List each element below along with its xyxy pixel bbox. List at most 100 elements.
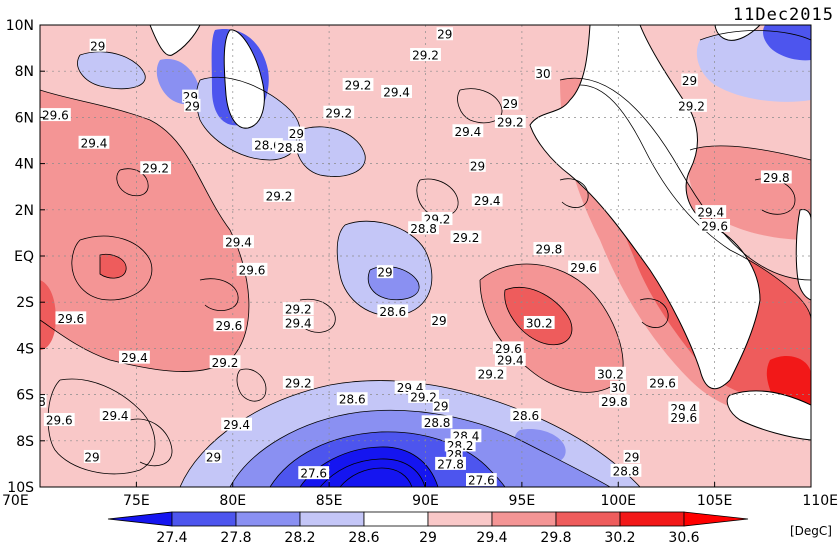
contour-label-bg xyxy=(252,138,283,152)
colorbar-label: 29.8 xyxy=(540,530,571,545)
contour-label-bg xyxy=(436,27,453,41)
contour-label: 29.2 xyxy=(410,390,437,404)
contour-label-bg xyxy=(610,380,627,394)
contour-label: 29 xyxy=(185,99,200,113)
contour-label-bg xyxy=(140,161,172,175)
contour-label: 28.8 xyxy=(424,416,451,430)
lon-label: 70E xyxy=(2,493,29,509)
contour-label: 28.6 xyxy=(512,409,539,423)
contour-label: 29.6 xyxy=(670,411,697,425)
contour-label: 29 xyxy=(84,450,99,464)
latitude-axis: 10N 8N 6N 4N 2N EQ 2S 4S 6S 8S 10S xyxy=(6,18,45,496)
contour-label: 29.2 xyxy=(497,116,524,130)
land-java xyxy=(726,390,811,441)
lat-label: 2N xyxy=(15,203,34,219)
contour-label: 29.2 xyxy=(412,49,439,63)
contour-label: 28.6 xyxy=(254,139,281,153)
contour-label: 29.4 xyxy=(497,353,524,367)
contour-label-bg xyxy=(336,392,368,406)
contour-label-bg xyxy=(221,417,253,431)
lat-label: EQ xyxy=(14,249,34,265)
lat-label: 10S xyxy=(7,480,34,496)
contour-label: 30.2 xyxy=(597,367,624,381)
contour-label-bg xyxy=(381,84,412,98)
contour-label-bg xyxy=(275,140,306,154)
contour-label-bg xyxy=(452,124,484,138)
contour-label: 28.6 xyxy=(379,305,406,319)
colorbar-swatch xyxy=(363,511,429,527)
cool-region-northwest xyxy=(77,51,146,89)
contour-label-bg xyxy=(377,304,409,318)
colorbar-label: 27.4 xyxy=(156,530,187,545)
contour-label-bg xyxy=(410,48,441,62)
contour-label: 29.8 xyxy=(763,171,790,185)
lat-label: 10N xyxy=(6,18,34,34)
lat-label: 8S xyxy=(16,434,34,450)
contour-label-bg xyxy=(435,456,466,470)
contour-label: 29.6 xyxy=(239,263,266,277)
lat-label: 4N xyxy=(15,157,34,173)
colorbar: 27.4 27.8 28.2 28.6 29 29.4 29.8 30.2 30.6 xyxy=(107,511,749,545)
lat-label: 8N xyxy=(15,64,34,80)
lon-label: 105E xyxy=(697,493,733,509)
land-india xyxy=(149,25,201,56)
contour-label: 29.6 xyxy=(216,319,243,333)
contour-label: 29 xyxy=(682,74,697,88)
contour-label-bg xyxy=(568,260,599,274)
contour-label-bg xyxy=(471,193,503,207)
contour-label-bg xyxy=(78,135,110,149)
lon-label: 80E xyxy=(219,493,246,509)
land-borneo xyxy=(795,209,811,301)
contour-label-bg xyxy=(83,449,101,463)
contour-label-bg xyxy=(213,318,245,332)
contour-label: 29.2 xyxy=(142,162,169,176)
contour-label: 29 xyxy=(624,450,639,464)
coldest-core-south xyxy=(300,446,438,487)
contour-label-bg xyxy=(288,126,305,140)
contour-label: 29.4 xyxy=(455,125,482,139)
contour-label-bg xyxy=(430,313,448,327)
contour-label: 29.6 xyxy=(570,261,597,275)
lon-label: 90E xyxy=(412,493,439,509)
contour-label-bg xyxy=(298,466,330,480)
colorbar-label: 28.2 xyxy=(284,530,315,545)
contour-label: 29.4 xyxy=(474,194,501,208)
contour-label: 29.6 xyxy=(57,312,84,326)
contour-label-bg xyxy=(492,341,524,355)
contour-label-bg xyxy=(223,235,254,249)
contour-label: 29 xyxy=(503,97,518,111)
contour-label-bg xyxy=(534,66,552,80)
contour-label-bg xyxy=(760,170,792,184)
contour-label-bg xyxy=(40,394,47,408)
lon-label: 95E xyxy=(509,493,536,509)
contour-label: 28.6 xyxy=(339,393,366,407)
contour-label: 27.8 xyxy=(437,457,464,471)
contour-label-bg xyxy=(502,96,519,110)
warm-region-west xyxy=(40,90,249,372)
colorbar-swatch xyxy=(555,511,621,527)
contour-label: 29 xyxy=(433,400,448,414)
lon-label: 85E xyxy=(316,493,343,509)
contour-label-bg xyxy=(610,463,642,477)
contour-label: 29 xyxy=(90,39,105,53)
contour-label-bg xyxy=(595,366,626,380)
contour-label: 29.4 xyxy=(225,236,252,250)
contour-label-bg xyxy=(55,311,87,325)
contour-label: 29 xyxy=(377,266,392,280)
contour-label-bg xyxy=(205,449,222,463)
contour-label: 29.2 xyxy=(478,367,505,381)
contour-label-bg xyxy=(89,38,107,52)
contour-label-bg xyxy=(469,158,486,172)
land-sri-lanka xyxy=(223,29,265,129)
contour-label-bg xyxy=(421,415,453,429)
contour-label: 29.4 xyxy=(697,206,724,220)
contour-label-bg xyxy=(432,399,450,413)
contour-label-bg xyxy=(523,315,555,329)
contour-label-bg xyxy=(236,262,268,276)
contour-label-bg xyxy=(209,355,241,369)
contour-label-bg xyxy=(676,98,707,112)
contour-label-bg xyxy=(282,302,314,316)
contour-label: 29 xyxy=(206,450,221,464)
